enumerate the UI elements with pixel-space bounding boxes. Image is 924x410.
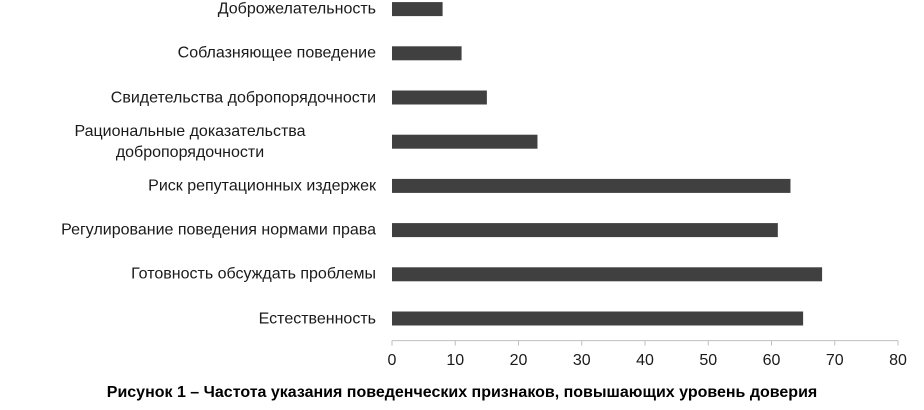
y-tick-label: Доброжелательность — [217, 0, 376, 18]
y-tick-label: Рациональные доказательства добропорядоч… — [74, 122, 306, 161]
x-tick-label: 10 — [446, 352, 464, 369]
y-tick-label-box: Соблазняющее поведение — [4, 43, 376, 64]
y-tick-label-box: Рациональные доказательства добропорядоч… — [4, 121, 376, 163]
x-tick-label: 60 — [763, 352, 781, 369]
y-tick-label: Соблазняющее поведение — [177, 44, 376, 62]
x-tick-label: 30 — [573, 352, 591, 369]
x-tick-label: 20 — [510, 352, 528, 369]
y-tick-label: Свидетельства добропорядочности — [110, 89, 376, 106]
y-tick-label-box: Готовность обсуждать проблемы — [4, 264, 376, 285]
x-tick-label: 50 — [699, 352, 717, 369]
bar — [392, 2, 443, 17]
y-tick-label: Регулирование поведения нормами права — [61, 221, 376, 239]
bar — [392, 267, 823, 282]
y-tick-label-box: Регулирование поведения нормами права — [4, 220, 376, 241]
x-tick-label: 0 — [388, 352, 397, 369]
y-tick-label: Готовность обсуждать проблемы — [131, 265, 376, 283]
bar — [392, 223, 778, 238]
y-tick-label-box: Естественность — [4, 308, 376, 329]
x-tick-label: 70 — [826, 352, 844, 369]
y-tick-label-box: Свидетельства добропорядочности — [4, 87, 376, 108]
x-tick-label: 80 — [889, 352, 907, 369]
bar — [392, 134, 538, 149]
bar — [392, 90, 487, 105]
y-tick-label: Риск репутационных издержек — [148, 177, 376, 195]
chart-title: Рисунок 1 – Частота указания поведенческ… — [106, 384, 818, 401]
bar — [392, 311, 804, 326]
y-tick-label: Естественность — [258, 310, 376, 327]
x-tick-label: 40 — [636, 352, 654, 369]
y-tick-label-box: Доброжелательность — [4, 0, 376, 20]
bar — [392, 46, 462, 61]
y-tick-label-box: Риск репутационных издержек — [4, 175, 376, 196]
bar — [392, 178, 791, 193]
